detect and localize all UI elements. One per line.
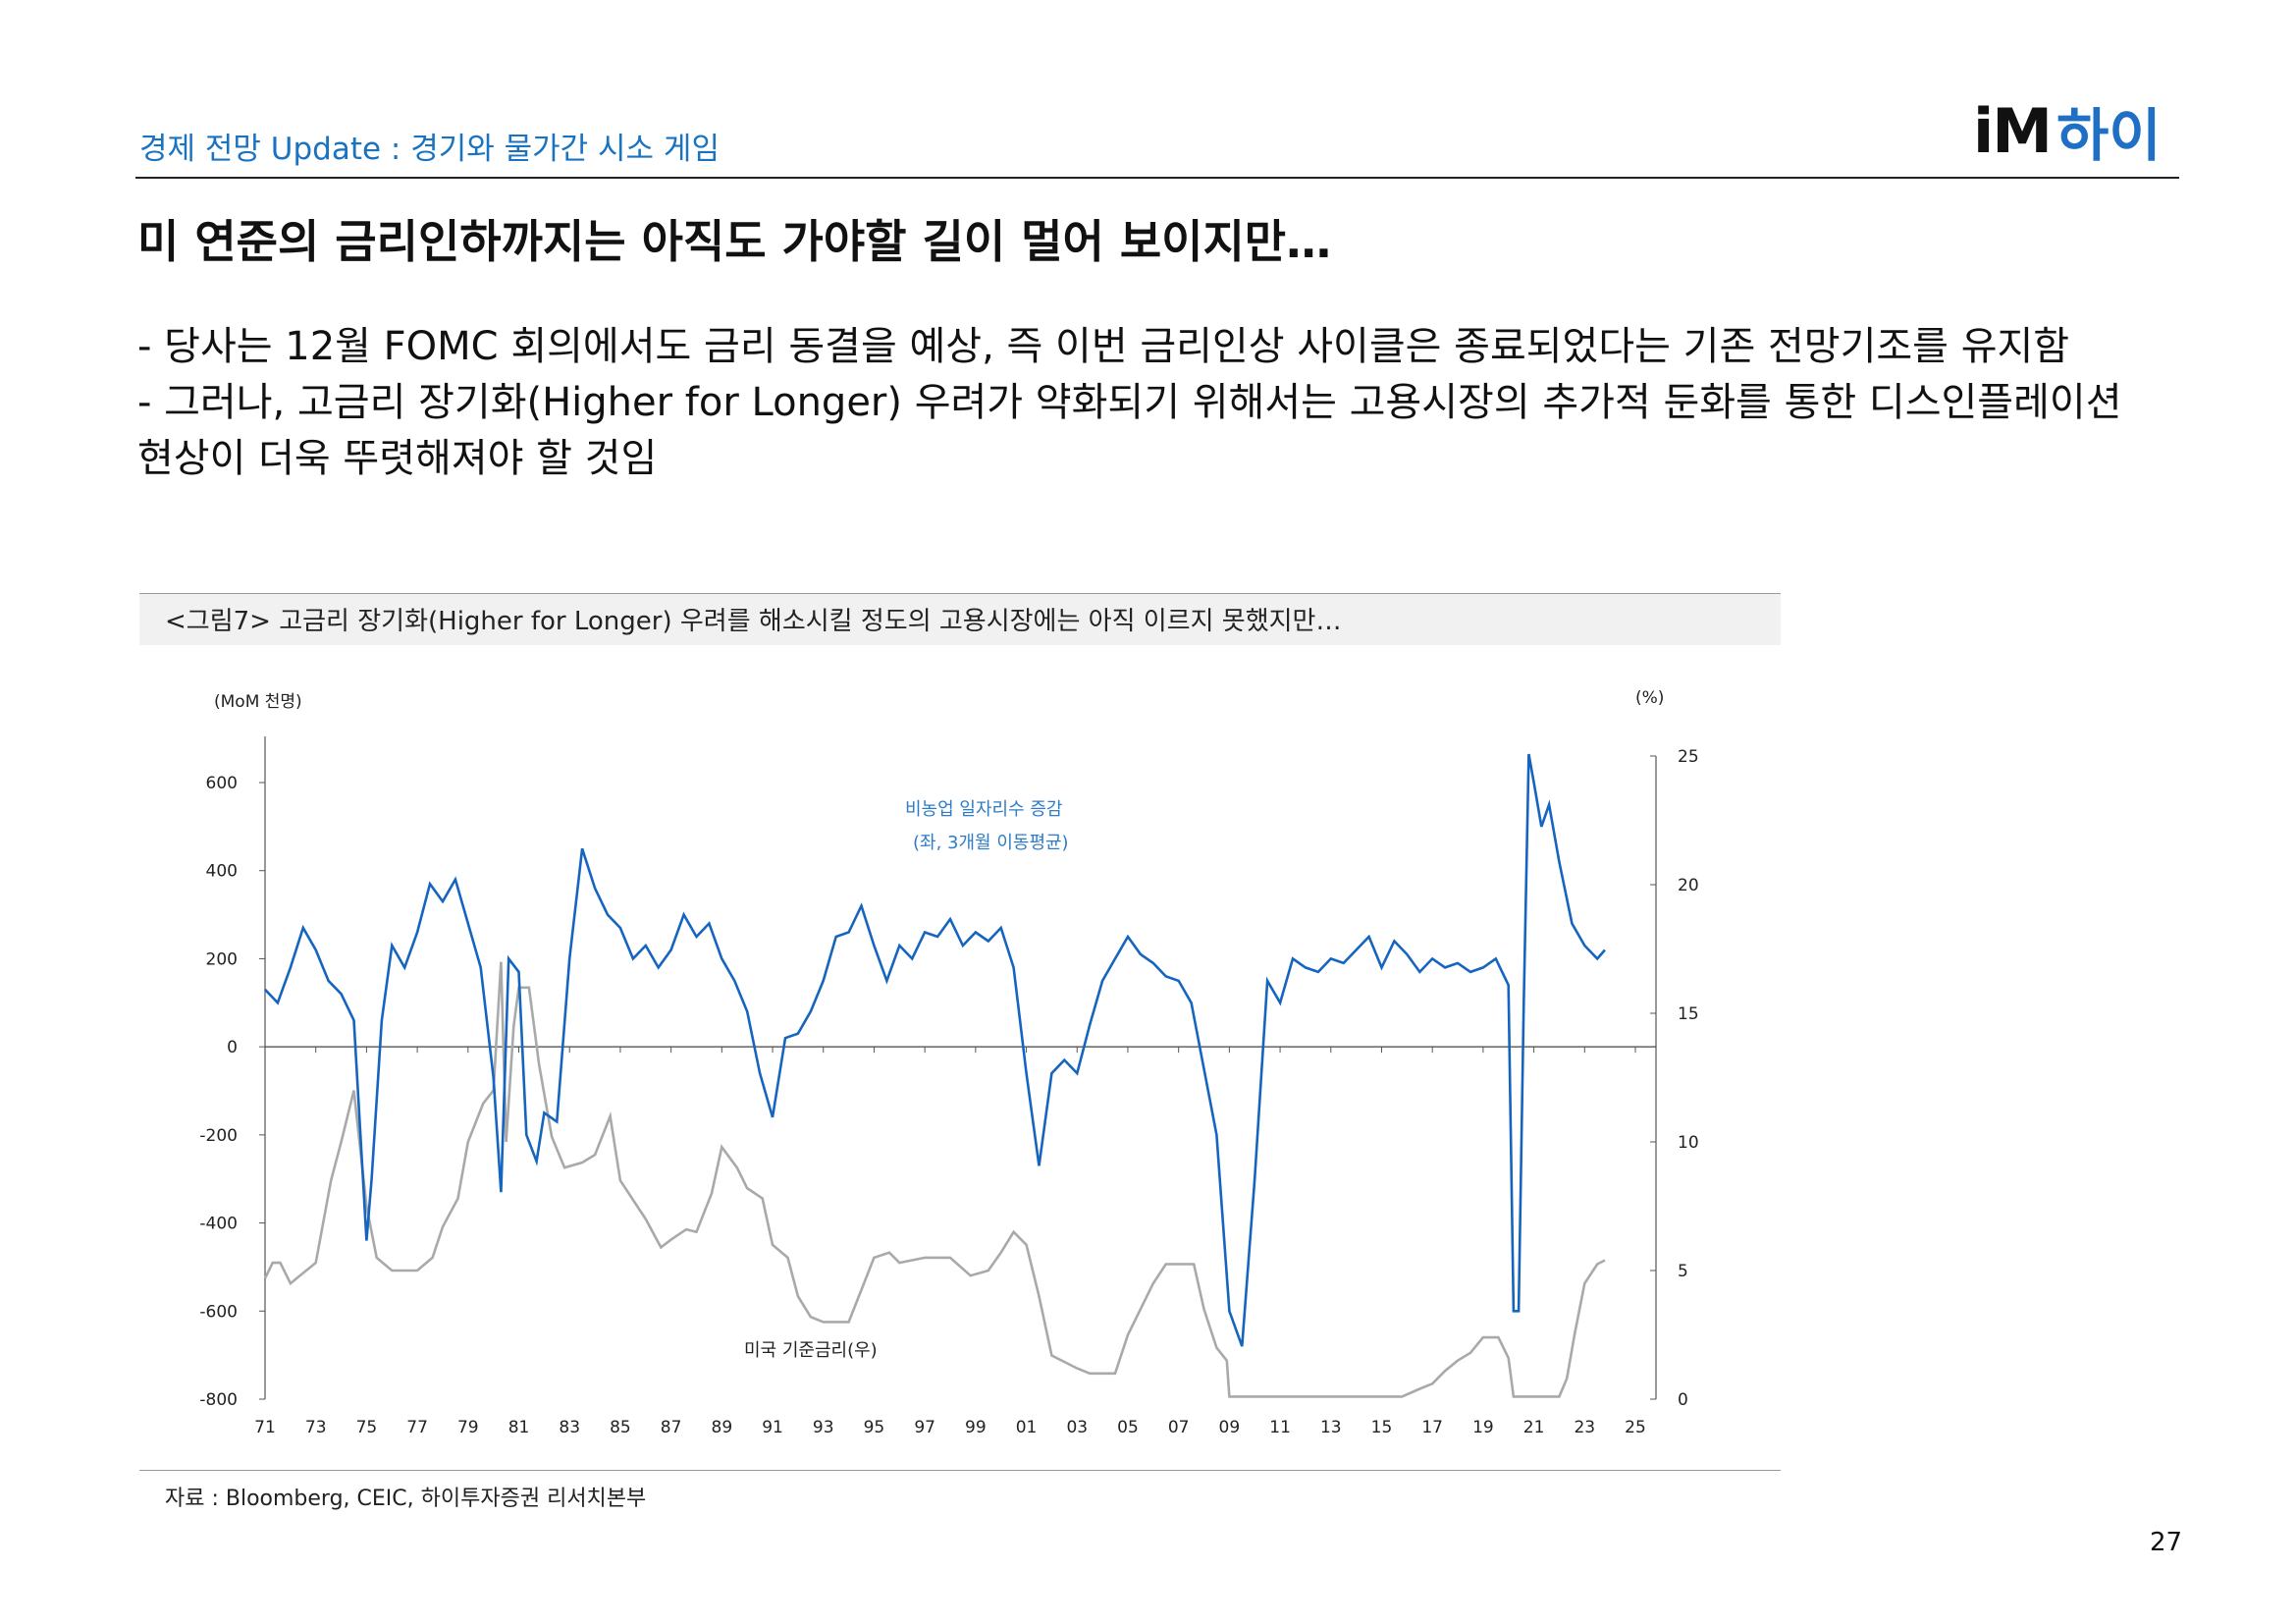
header-divider	[135, 177, 2179, 179]
x-tick-label: 13	[1320, 1418, 1342, 1437]
x-axis-ticks: 71 73 75 77 79 81 83 85 87 89 91 93 95 97 99 01 03 05 07 09…	[254, 1047, 1646, 1437]
bullet-1: - 당사는 12월 FOMC 회의에서도 금리 동결을 예상, 즉 이번 금리인…	[137, 324, 2070, 369]
logo-mark: iM	[1973, 94, 2053, 167]
slide-headline: 미 연준의 금리인하까지는 아직도 가야할 길이 멀어 보이지만…	[137, 215, 1332, 268]
right-tick-label: 25	[1678, 747, 1699, 767]
x-tick-label: 71	[254, 1418, 276, 1437]
x-tick-label: 01	[1016, 1418, 1038, 1437]
section-title: 경제 전망 Update : 경기와 물가간 시소 게임	[139, 132, 720, 167]
rate-series-label: 미국 기준금리(우)	[744, 1340, 878, 1361]
left-tick-label: -600	[199, 1302, 238, 1322]
right-tick-label: 0	[1678, 1390, 1688, 1410]
left-tick-label: -400	[199, 1215, 238, 1234]
right-axis-unit: (%)	[1635, 688, 1664, 708]
bullet-2-continued: 현상이 더욱 뚜렷해져야 할 것임	[137, 436, 658, 481]
left-tick-label: -200	[199, 1126, 238, 1146]
figure-caption-box	[139, 593, 1781, 645]
payroll-vs-fed-rate-chart: (MoM 천명) (%) 6004002000-200-400-600-800 …	[199, 688, 1699, 1437]
x-tick-label: 83	[559, 1418, 580, 1437]
right-tick-label: 5	[1678, 1262, 1688, 1281]
x-tick-label: 77	[406, 1418, 428, 1437]
x-tick-label: 87	[661, 1418, 682, 1437]
x-tick-label: 99	[965, 1418, 987, 1437]
x-tick-label: 19	[1472, 1418, 1494, 1437]
left-tick-label: 600	[206, 774, 238, 793]
x-tick-label: 03	[1066, 1418, 1088, 1437]
x-tick-label: 91	[762, 1418, 783, 1437]
x-tick-label: 95	[864, 1418, 885, 1437]
x-tick-label: 97	[914, 1418, 935, 1437]
right-tick-label: 15	[1678, 1004, 1699, 1024]
x-tick-label: 11	[1269, 1418, 1291, 1437]
right-tick-label: 20	[1678, 876, 1699, 895]
x-tick-label: 09	[1219, 1418, 1241, 1437]
page-number: 27	[2150, 1528, 2183, 1557]
x-tick-label: 15	[1371, 1418, 1393, 1437]
x-tick-label: 17	[1421, 1418, 1443, 1437]
logo-text: 하이	[2056, 102, 2162, 169]
left-axis-unit: (MoM 천명)	[214, 692, 302, 712]
series-line-nonfarm-payrolls	[264, 753, 1606, 1347]
right-tick-label: 10	[1678, 1133, 1699, 1153]
x-tick-label: 25	[1625, 1418, 1646, 1437]
x-tick-label: 81	[508, 1418, 530, 1437]
x-tick-label: 79	[457, 1418, 479, 1437]
x-tick-label: 85	[610, 1418, 631, 1437]
left-tick-label: 400	[206, 862, 238, 882]
x-tick-label: 07	[1168, 1418, 1190, 1437]
source-divider	[139, 1470, 1781, 1471]
source-note: 자료 : Bloomberg, CEIC, 하이투자증권 리서치본부	[165, 1487, 647, 1511]
right-axis-ticks: 25 20 15 10 5 0	[1650, 747, 1699, 1410]
left-tick-label: -800	[199, 1390, 238, 1410]
left-tick-label: 0	[227, 1038, 238, 1057]
x-tick-label: 23	[1574, 1418, 1595, 1437]
x-tick-label: 05	[1117, 1418, 1139, 1437]
figure-caption: <그림7> 고금리 장기화(Higher for Longer) 우려를 해소시…	[165, 607, 1342, 636]
x-tick-label: 89	[712, 1418, 733, 1437]
left-axis-ticks: 600 400 200 0 -200 -400 -600 -800	[199, 774, 265, 1410]
series-line-fed-rate	[263, 961, 1606, 1398]
payroll-series-label: 비농업 일자리수 증감	[905, 799, 1062, 820]
payroll-series-sublabel: (좌, 3개월 이동평균)	[913, 833, 1069, 853]
bullet-list: - 당사는 12월 FOMC 회의에서도 금리 동결을 예상, 즉 이번 금리인…	[137, 319, 2199, 487]
x-tick-label: 75	[356, 1418, 378, 1437]
company-logo: iM 하이	[1973, 94, 2162, 170]
x-tick-label: 21	[1523, 1418, 1545, 1437]
bullet-2: - 그러나, 고금리 장기화(Higher for Longer) 우려가 약화…	[137, 380, 2122, 425]
left-tick-label: 200	[206, 949, 238, 969]
x-tick-label: 93	[813, 1418, 834, 1437]
x-tick-label: 73	[305, 1418, 327, 1437]
